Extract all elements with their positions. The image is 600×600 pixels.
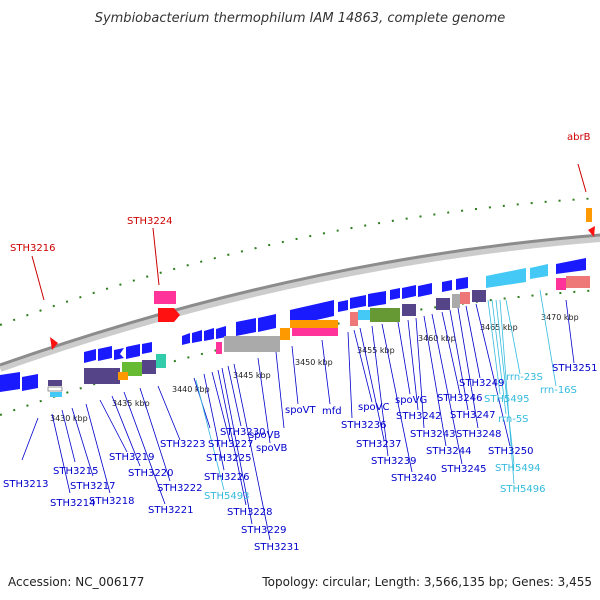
gene-label[interactable]: spoVB [256, 443, 288, 454]
kbp-label: 3445 kbp [233, 371, 271, 380]
gene-label[interactable]: STH3250 [488, 446, 533, 457]
kbp-label: 3430 kbp [50, 414, 88, 423]
gene-label-sth3216[interactable]: STH3216 [10, 243, 55, 254]
gene-label-abrb[interactable]: abrB [567, 132, 591, 143]
gene-label[interactable]: STH3245 [441, 464, 486, 475]
gene-label[interactable]: STH3223 [160, 439, 205, 450]
gene-label[interactable]: STH3222 [157, 483, 202, 494]
gene-label[interactable]: STH3244 [426, 446, 471, 457]
kbp-label: 3455 kbp [357, 346, 395, 355]
gene-label[interactable]: spoVC [358, 402, 390, 413]
gene-label[interactable]: STH3218 [89, 496, 134, 507]
gene-label[interactable]: STH3215 [53, 466, 98, 477]
gene-label[interactable]: spoVG [395, 395, 427, 406]
gene-label[interactable]: STH3214 [50, 498, 95, 509]
gene-label[interactable]: STH5496 [500, 484, 545, 495]
gene-label-sth3224[interactable]: STH3224 [127, 216, 172, 227]
gene-label[interactable]: STH3219 [109, 452, 154, 463]
gene-label[interactable]: rrn-5S [498, 414, 529, 425]
gene-label[interactable]: STH3228 [227, 507, 272, 518]
topology-text: Topology: circular; Length: 3,566,135 bp… [261, 575, 592, 589]
gene-abrb-red[interactable] [588, 226, 595, 237]
gene-abrb-orange[interactable] [586, 208, 592, 222]
labels-top: STH3216 STH3224 abrB [10, 132, 591, 254]
gene-sth3224-pink[interactable] [154, 291, 176, 304]
gene-label[interactable]: mfd [322, 406, 342, 417]
gene-label[interactable]: STH3217 [70, 481, 115, 492]
gene-label[interactable]: STH3225 [206, 453, 251, 464]
kbp-label: 3435 kbp [112, 399, 150, 408]
kbp-label: 3450 kbp [295, 358, 333, 367]
labels-bottom: STH3213 STH3214 STH3215 STH3217 STH3218 … [3, 363, 597, 553]
genome-backbone [0, 233, 600, 372]
gene-label[interactable]: STH5495 [484, 394, 529, 405]
gene-label[interactable]: STH3240 [391, 473, 436, 484]
gene-label[interactable]: STH3227 [208, 439, 253, 450]
leaders-top [31, 163, 587, 301]
gene-label[interactable]: STH3251 [552, 363, 597, 374]
gene-label[interactable]: rrn-23S [506, 372, 543, 383]
gene-label[interactable]: STH5493 [204, 491, 249, 502]
gene-label[interactable]: STH3237 [356, 439, 401, 450]
leaders-bottom-rna [195, 289, 557, 491]
gene-label[interactable]: STH3231 [254, 542, 299, 553]
kbp-label: 3440 kbp [172, 385, 210, 394]
gene-label[interactable]: STH3230 [220, 427, 265, 438]
gene-label[interactable]: STH3249 [459, 378, 504, 389]
gene-sth3216[interactable] [50, 337, 58, 350]
accession-text: Accession: NC_006177 [8, 575, 144, 589]
gene-label[interactable]: STH3243 [410, 429, 455, 440]
gene-label[interactable]: STH3220 [128, 468, 173, 479]
gene-sth3224-red[interactable] [158, 308, 180, 322]
gene-label[interactable]: STH3247 [450, 410, 495, 421]
kbp-label: 3470 kbp [541, 313, 579, 322]
tick-track-outer [0, 197, 600, 326]
features-above [50, 208, 595, 350]
gene-label[interactable]: STH3239 [371, 456, 416, 467]
gene-label[interactable]: rrn-16S [540, 385, 577, 396]
gene-label[interactable]: spoVB [249, 430, 281, 441]
features-strand [0, 258, 590, 397]
gene-label[interactable]: STH3242 [396, 411, 441, 422]
gene-label[interactable]: STH3248 [456, 429, 501, 440]
gene-label[interactable]: STH3236 [341, 420, 386, 431]
gene-label[interactable]: STH5494 [495, 463, 540, 474]
map-title: Symbiobacterium thermophilum IAM 14863, … [95, 11, 506, 26]
gene-label[interactable]: STH3213 [3, 479, 48, 490]
gene-label[interactable]: STH3221 [148, 505, 193, 516]
gene-label[interactable]: STH3229 [241, 525, 286, 536]
gene-label[interactable]: spoVT [285, 405, 317, 416]
gene-label[interactable]: STH3246 [437, 393, 482, 404]
gene-label[interactable]: STH3226 [204, 472, 249, 483]
